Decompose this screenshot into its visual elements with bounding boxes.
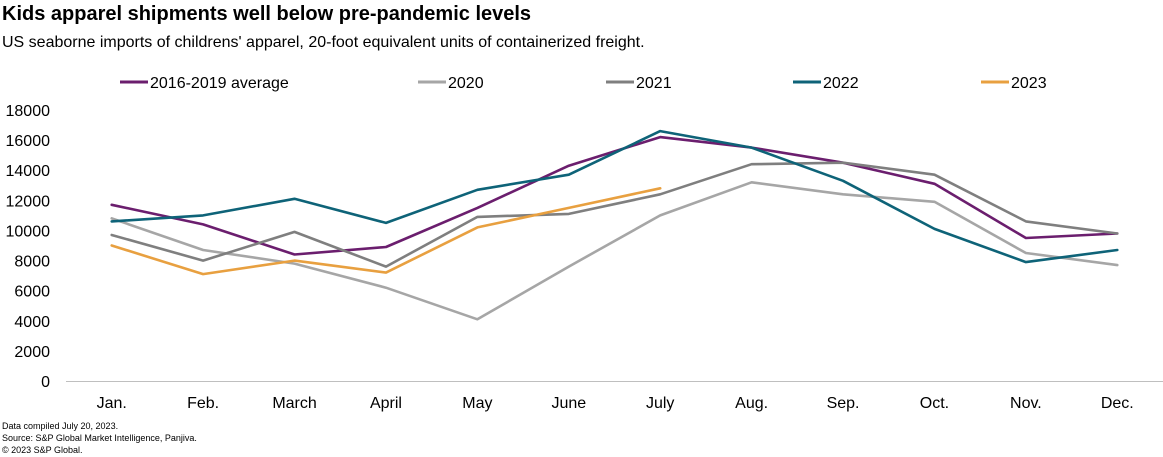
y-tick-label: 12000 — [6, 193, 51, 210]
series-line-2022 — [110, 129, 1119, 264]
x-tick-label: Nov. — [1010, 395, 1042, 412]
x-tick-label: Feb. — [187, 395, 219, 412]
y-tick-label: 4000 — [14, 314, 50, 331]
x-tick-label: July — [646, 395, 674, 412]
x-tick-label: Sep. — [827, 395, 860, 412]
footnote-source: Source: S&P Global Market Intelligence, … — [2, 433, 197, 443]
footnote-compiled: Data compiled July 20, 2023. — [2, 421, 119, 431]
y-tick-label: 14000 — [6, 163, 51, 180]
chart-subtitle: US seaborne imports of childrens' appare… — [2, 34, 645, 51]
footnotes: Data compiled July 20, 2023. Source: S&P… — [2, 420, 197, 456]
series-line-2023 — [110, 187, 662, 276]
y-axis: 0 2000 4000 6000 8000 10000 12000 14000 16000 180… — [6, 103, 51, 391]
chart-title: Kids apparel shipments well below pre-pa… — [2, 3, 532, 25]
series-group — [110, 129, 1119, 321]
y-tick-label: 8000 — [14, 254, 50, 271]
x-tick-label: Jan. — [97, 395, 127, 412]
legend-label-2016-2019-average: 2016-2019 average — [150, 75, 289, 92]
series-line-2016-2019-average — [110, 135, 1119, 256]
y-tick-label: 16000 — [6, 133, 51, 150]
y-tick-label: 2000 — [14, 344, 50, 361]
x-tick-label: March — [272, 395, 316, 412]
x-tick-label: Aug. — [735, 395, 768, 412]
x-axis: Jan. Feb. March April May June July Aug. Sep. Oct… — [66, 381, 1163, 412]
line-chart: 2016-2019 average 2020 2021 2022 2023 0 2000 4… — [6, 75, 1163, 412]
legend-label-2022: 2022 — [823, 75, 859, 92]
y-tick-label: 0 — [41, 374, 50, 391]
x-tick-label: Dec. — [1101, 395, 1134, 412]
legend-label-2020: 2020 — [448, 75, 484, 92]
x-tick-label: Oct. — [920, 395, 949, 412]
series-line-2020 — [110, 181, 1119, 321]
legend-label-2021: 2021 — [636, 75, 672, 92]
y-tick-label: 18000 — [6, 103, 51, 120]
y-tick-label: 10000 — [6, 223, 51, 240]
chart-legend: 2016-2019 average 2020 2021 2022 2023 — [120, 75, 1047, 92]
footnote-copyright: © 2023 S&P Global. — [2, 445, 83, 455]
x-tick-label: June — [551, 395, 586, 412]
y-tick-label: 6000 — [14, 284, 50, 301]
series-line-2021 — [110, 161, 1119, 268]
legend-label-2023: 2023 — [1011, 75, 1047, 92]
x-tick-label: April — [370, 395, 402, 412]
x-tick-label: May — [462, 395, 492, 412]
